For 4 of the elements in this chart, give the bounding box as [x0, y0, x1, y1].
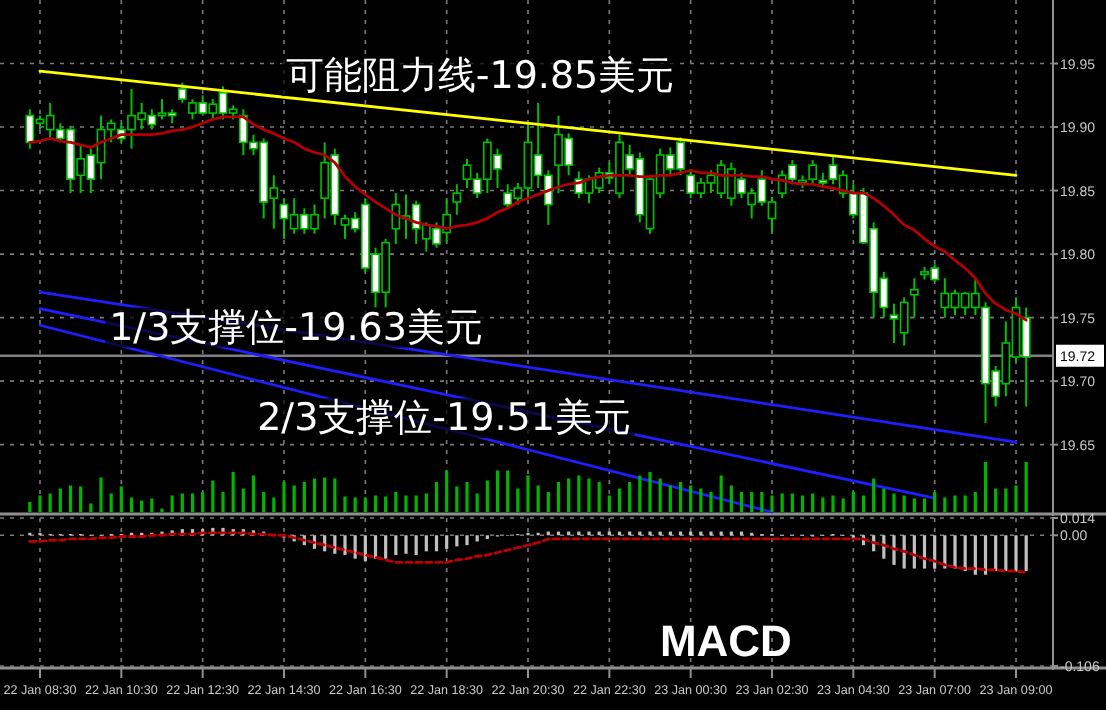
- series-label: 可能阻力线-19.85美元: [285, 54, 675, 99]
- series-label: 2/3支撑位-19.51美元: [257, 396, 631, 441]
- series-label: 1/3支撑位-19.63美元: [109, 305, 483, 350]
- text: MACD: [659, 616, 792, 666]
